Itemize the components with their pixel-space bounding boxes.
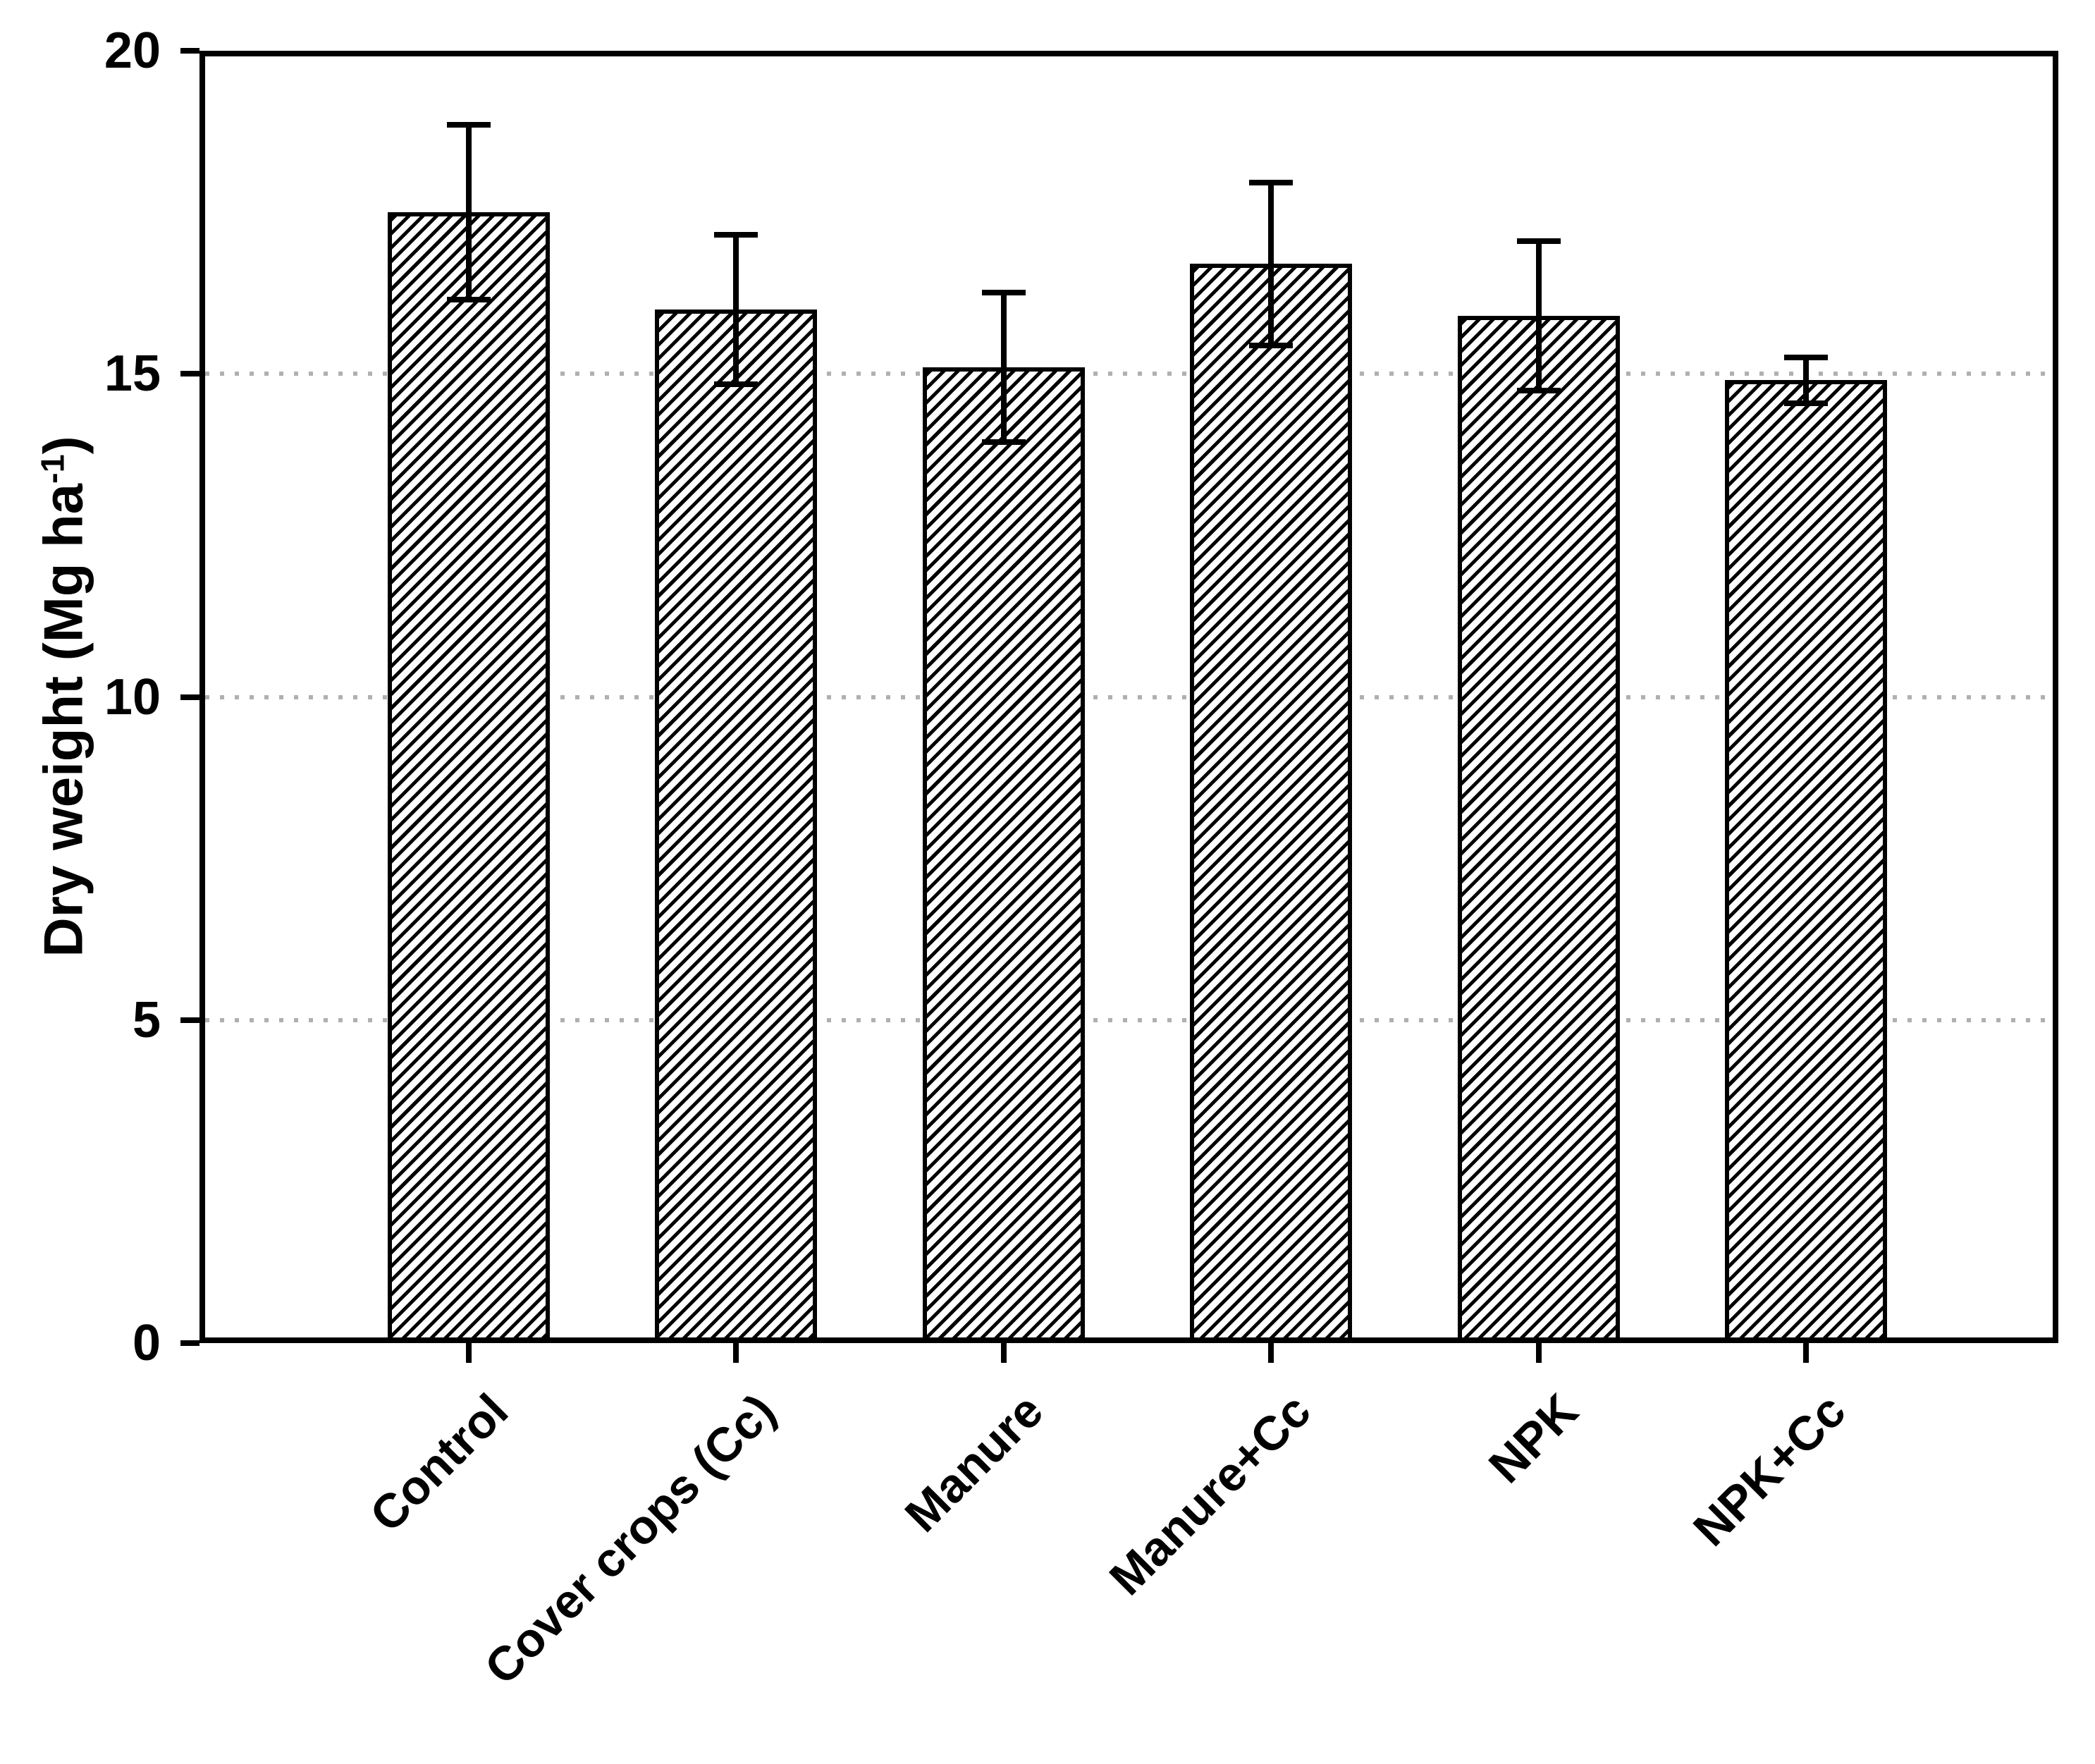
y-tick-label: 20 xyxy=(104,23,161,79)
error-bar-cap-bottom xyxy=(447,297,491,303)
x-category-label: Cover crops (Cc) xyxy=(474,1383,786,1695)
bar-npk-cc xyxy=(1725,380,1887,1343)
error-bar-stem xyxy=(1803,354,1809,407)
error-bar-cap-top xyxy=(981,290,1026,296)
y-tick-label: 15 xyxy=(104,345,161,403)
x-tick xyxy=(1803,1343,1809,1363)
y-tick xyxy=(180,1340,199,1346)
y-tick xyxy=(180,694,199,700)
error-bar-cap-bottom xyxy=(1784,400,1828,407)
error-bar-cap-bottom xyxy=(714,381,758,387)
y-axis-title-main: Dry weight (Mg ha xyxy=(32,483,94,957)
x-tick xyxy=(733,1343,739,1363)
error-bar-cap-bottom xyxy=(1249,342,1294,348)
x-category-label: Control xyxy=(360,1383,519,1543)
y-tick xyxy=(180,371,199,377)
x-tick xyxy=(1268,1343,1274,1363)
bar-cover-crops-cc- xyxy=(655,309,818,1343)
error-bar-stem xyxy=(466,121,472,303)
gridline-y5 xyxy=(205,1017,2053,1022)
error-bar-stem xyxy=(1000,290,1007,446)
error-bar-cap-bottom xyxy=(1516,387,1561,393)
x-tick xyxy=(1000,1343,1007,1363)
error-bar-cap-top xyxy=(447,121,491,128)
y-axis-title: Dry weight (Mg ha-1) xyxy=(32,436,96,957)
y-tick-label: 10 xyxy=(104,668,161,725)
y-axis-title-end: ) xyxy=(32,436,94,455)
x-tick xyxy=(466,1343,472,1363)
y-tick-label: 5 xyxy=(132,991,161,1048)
bar-npk xyxy=(1457,315,1620,1343)
error-bar-cap-top xyxy=(1784,354,1828,360)
y-tick xyxy=(180,48,199,54)
bar-control xyxy=(388,212,550,1343)
error-bar-cap-top xyxy=(1516,238,1561,244)
gridline-y10 xyxy=(205,694,2053,699)
error-bar-cap-bottom xyxy=(981,439,1026,446)
error-bar-cap-top xyxy=(714,231,758,238)
bar-manure-cc xyxy=(1190,264,1353,1343)
error-bar-stem xyxy=(1268,180,1274,348)
x-category-label: NPK xyxy=(1478,1383,1589,1493)
bar-manure xyxy=(922,367,1085,1343)
error-bar-stem xyxy=(733,231,739,387)
x-category-label: Manure+Cc xyxy=(1099,1383,1321,1605)
y-axis-title-superscript: -1 xyxy=(34,454,71,484)
error-bar-cap-top xyxy=(1249,180,1294,186)
error-bar-stem xyxy=(1535,238,1542,393)
x-category-label: NPK+Cc xyxy=(1683,1383,1856,1557)
y-tick xyxy=(180,1017,199,1023)
y-tick-label: 0 xyxy=(132,1315,161,1371)
x-category-label: Manure xyxy=(895,1383,1054,1543)
x-tick xyxy=(1535,1343,1542,1363)
gridline-y15 xyxy=(205,372,2053,376)
